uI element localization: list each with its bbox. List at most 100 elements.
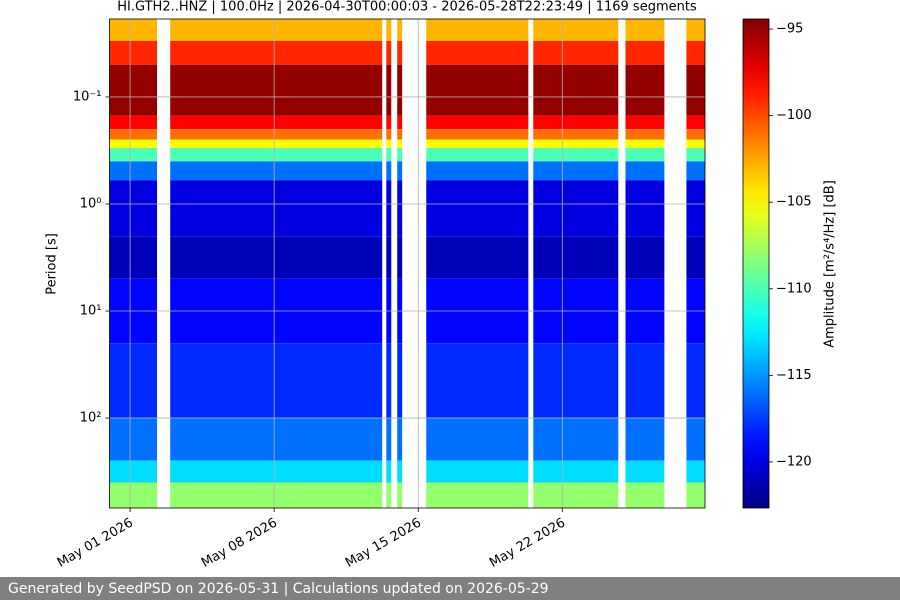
spectrogram-cell xyxy=(426,236,529,279)
spectrogram-cell xyxy=(686,115,705,130)
spectrogram-cell xyxy=(426,180,529,237)
spectrogram-cell xyxy=(625,139,665,149)
spectrogram-cell xyxy=(386,64,392,116)
colorbar-tick-label: −105 xyxy=(776,195,812,210)
spectrogram-cell xyxy=(170,148,383,162)
spectrogram-cell xyxy=(625,418,665,461)
spectrogram-cell xyxy=(170,482,383,508)
spectrogram-cell xyxy=(109,180,158,237)
spectrogram-cell xyxy=(386,115,392,130)
spectrogram-cell xyxy=(397,236,403,279)
spectrogram-cell xyxy=(625,129,665,140)
spectrogram-cell xyxy=(397,148,403,162)
spectrogram-cell xyxy=(533,418,619,461)
colorbar-tick-label: −95 xyxy=(776,22,803,37)
spectrogram-cell xyxy=(625,161,665,181)
spectrogram-cell xyxy=(426,64,529,116)
spectrogram-cell xyxy=(386,40,392,65)
spectrogram-cell xyxy=(625,115,665,130)
spectrogram-cell xyxy=(426,40,529,65)
spectrogram-cell xyxy=(397,418,403,461)
colorbar-tick-label: −100 xyxy=(776,108,812,123)
spectrogram-cell xyxy=(170,139,383,149)
spectrogram-cell xyxy=(397,460,403,483)
spectrogram-cell xyxy=(686,40,705,65)
y-tick-label: 10⁰ xyxy=(80,196,102,211)
spectrogram-cell xyxy=(386,482,392,508)
spectrogram-cell xyxy=(686,482,705,508)
spectrogram-cell xyxy=(397,180,403,237)
x-tick-label: May 22 2026 xyxy=(487,516,568,571)
spectrogram-cell xyxy=(426,161,529,181)
spectrogram-cell xyxy=(686,129,705,140)
x-tick-label: May 01 2026 xyxy=(55,516,136,571)
spectrogram-cell xyxy=(170,19,383,41)
spectrogram-cell xyxy=(109,139,158,149)
spectrogram-cell xyxy=(170,418,383,461)
footer-text: Generated by SeedPSD on 2026-05-31 | Cal… xyxy=(8,581,549,597)
spectrogram-cell xyxy=(686,148,705,162)
spectrogram-cell xyxy=(625,460,665,483)
spectrogram-cell xyxy=(533,161,619,181)
plot-frame xyxy=(109,18,706,509)
spectrogram-cell xyxy=(625,236,665,279)
spectrogram-cell xyxy=(386,460,392,483)
x-tick-label: May 08 2026 xyxy=(199,516,280,571)
spectrogram-cell xyxy=(426,139,529,149)
spectrogram-cell xyxy=(109,343,158,419)
colorbar-tick-label: −120 xyxy=(776,454,812,469)
x-tick-label: May 15 2026 xyxy=(343,516,424,571)
spectrogram-cell xyxy=(686,64,705,116)
spectrogram-cell xyxy=(686,236,705,279)
spectrogram-cell xyxy=(386,236,392,279)
spectrogram-cell xyxy=(109,161,158,181)
spectrogram-cell xyxy=(109,460,158,483)
spectrogram-cell xyxy=(386,343,392,419)
spectrogram-cell xyxy=(109,418,158,461)
spectrogram-cell xyxy=(109,19,158,41)
spectrogram-cell xyxy=(170,460,383,483)
spectrogram-cell xyxy=(109,236,158,279)
chart-title: HI.GTH2..HNZ | 100.0Hz | 2026-04-30T00:0… xyxy=(117,0,697,15)
spectrogram-cell xyxy=(109,129,158,140)
spectrogram-cell xyxy=(397,40,403,65)
spectrogram-cell xyxy=(533,115,619,130)
spectrogram-cell xyxy=(170,180,383,237)
spectrogram-cell xyxy=(170,161,383,181)
spectrogram-cell xyxy=(686,460,705,483)
spectrogram-cell xyxy=(426,482,529,508)
spectrogram-cell xyxy=(397,161,403,181)
spectrogram-cell xyxy=(426,129,529,140)
colorbar-tick-label: −115 xyxy=(776,368,812,383)
y-tick-label: 10⁻¹ xyxy=(73,89,102,104)
spectrogram-cell xyxy=(386,161,392,181)
spectrogram-cell xyxy=(109,115,158,130)
spectrogram-cell xyxy=(426,460,529,483)
spectrogram-cell xyxy=(625,64,665,116)
colorbar xyxy=(742,18,770,509)
spectrogram-cell xyxy=(397,139,403,149)
spectrogram-cell xyxy=(625,180,665,237)
spectrogram-cell xyxy=(397,115,403,130)
spectrogram-cell xyxy=(170,64,383,116)
spectrogram-cell xyxy=(109,40,158,65)
spectrogram-cell xyxy=(533,129,619,140)
spectrogram-cell xyxy=(426,115,529,130)
spectrogram-cell xyxy=(625,343,665,419)
spectrogram-cell xyxy=(386,180,392,237)
spectrogram-cell xyxy=(533,180,619,237)
spectrogram-cell xyxy=(426,148,529,162)
spectrogram-cell xyxy=(397,64,403,116)
spectrogram-cell xyxy=(170,236,383,279)
spectrogram-cell xyxy=(625,40,665,65)
spectrogram-cell xyxy=(386,148,392,162)
spectrogram-cell xyxy=(426,19,529,41)
spectrogram-cell xyxy=(426,418,529,461)
spectrogram-cell xyxy=(533,64,619,116)
spectrogram-cell xyxy=(109,482,158,508)
spectrogram-cell xyxy=(533,148,619,162)
spectrogram-cell xyxy=(533,460,619,483)
spectrogram-cell xyxy=(397,343,403,419)
spectrogram-cell xyxy=(386,129,392,140)
